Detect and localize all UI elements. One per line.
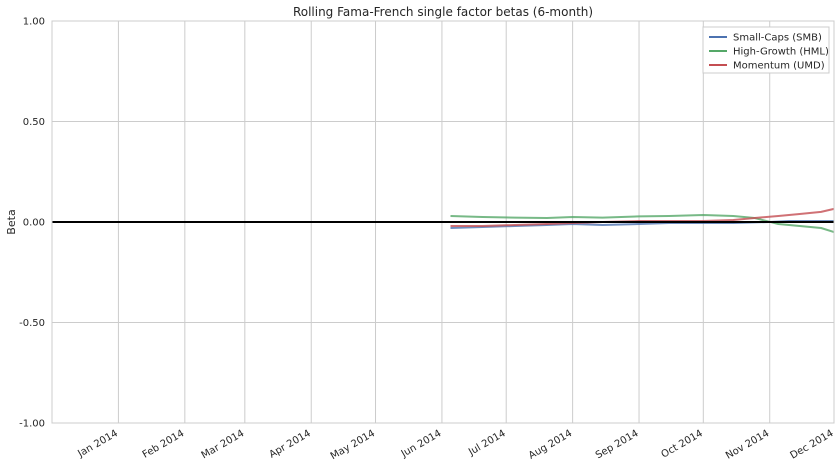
- x-tick-label: Feb 2014: [141, 428, 187, 461]
- x-tick-label: Nov 2014: [724, 428, 771, 462]
- x-tick-label: Jul 2014: [466, 428, 508, 458]
- series-lines: [450, 207, 835, 234]
- chart-title: Rolling Fama-French single factor betas …: [293, 5, 593, 19]
- x-tick-label: Apr 2014: [267, 428, 312, 460]
- x-tick-label: Mar 2014: [200, 428, 247, 461]
- y-axis-label: Beta: [5, 209, 18, 234]
- y-tick-label: -1.00: [19, 419, 45, 430]
- series-line: [450, 214, 835, 234]
- legend: Small-Caps (SMB) High-Growth (HML) Momentu…: [702, 26, 830, 74]
- legend-label: Small-Caps (SMB): [733, 33, 822, 44]
- x-tick-label: Oct 2014: [660, 428, 705, 460]
- legend-label: High-Growth (HML): [733, 47, 829, 58]
- tick-labels: -1.00 -0.50 0.00 0.50 1.00 Jan 2014 Feb 2014 Ma…: [19, 17, 835, 463]
- plot-frame: [51, 20, 835, 424]
- legend-label: Momentum (UMD): [733, 61, 825, 72]
- x-tick-label: Dec 2014: [788, 428, 835, 462]
- x-tick-label: Aug 2014: [527, 428, 574, 462]
- y-tick-label: 0.00: [23, 218, 45, 229]
- x-tick-label: Jan 2014: [75, 428, 120, 460]
- y-tick-label: 1.00: [23, 17, 45, 28]
- y-tick-label: -0.50: [19, 318, 45, 329]
- y-tick-label: 0.50: [23, 117, 45, 128]
- x-tick-label: Sep 2014: [594, 428, 641, 461]
- x-tick-label: May 2014: [329, 428, 377, 462]
- x-tick-label: Jun 2014: [399, 428, 444, 460]
